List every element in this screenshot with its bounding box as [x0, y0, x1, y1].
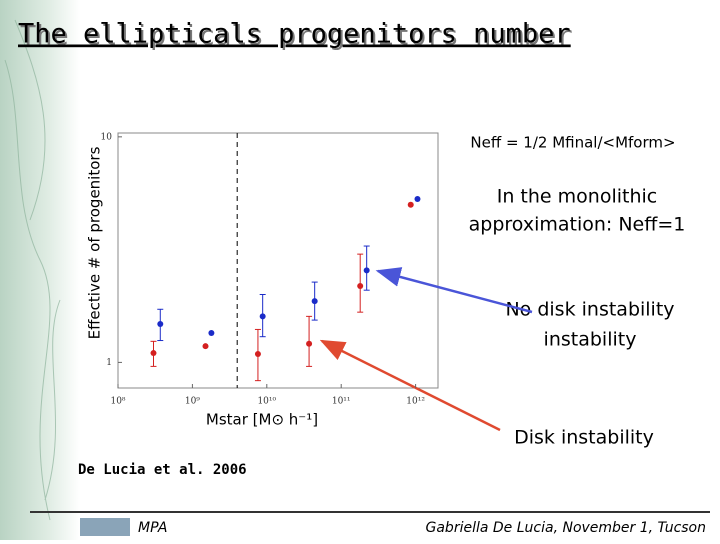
filaments [4, 19, 61, 521]
y-tick-label: 1 [106, 358, 112, 368]
point [202, 343, 209, 350]
point [157, 320, 164, 327]
institute: MPA [138, 520, 167, 536]
x-tick-label: 10¹⁰ [257, 397, 276, 407]
author: Gabriella De Lucia, November 1, Tucson [426, 520, 707, 536]
x-tick-label: 10⁹ [185, 397, 200, 407]
x-tick-label: 10¹² [406, 397, 425, 407]
x-tick-label: 10⁸ [110, 397, 125, 407]
series-label-2: instability [544, 329, 637, 351]
y-tick-label: 10 [101, 132, 113, 142]
logo [80, 518, 130, 536]
title-shadow: The ellipticals progenitors number [20, 21, 573, 52]
series-label: No disk instability [505, 299, 674, 321]
point [363, 267, 370, 274]
point [311, 298, 318, 305]
plot: 10⁸ 10⁹ 10¹⁰ 10¹¹ 10¹² 1 10 [101, 132, 426, 406]
annotation: In the monolithic [497, 186, 657, 208]
point [414, 196, 421, 203]
point [357, 283, 364, 290]
point [407, 201, 414, 208]
arrow [319, 339, 501, 432]
point [259, 313, 266, 320]
point [150, 350, 157, 357]
point [208, 329, 215, 336]
x-axis-label: Mstar [M⊙ h⁻¹] [206, 411, 318, 429]
point [306, 340, 313, 347]
x-tick-label: 10¹¹ [332, 397, 351, 407]
point [254, 350, 261, 357]
series-label: Disk instability [514, 427, 654, 449]
arrow [375, 267, 533, 314]
y-axis-label: Effective # of progenitors [86, 146, 104, 339]
annotation: Neff = 1/2 Mfinal/<Mform> [470, 134, 675, 152]
annotation: approximation: Neff=1 [469, 214, 686, 236]
plot-frame [117, 132, 439, 389]
title: The ellipticals progenitors number [18, 19, 571, 50]
background-strip [0, 0, 80, 540]
reference: De Lucia et al. 2006 [78, 462, 247, 478]
